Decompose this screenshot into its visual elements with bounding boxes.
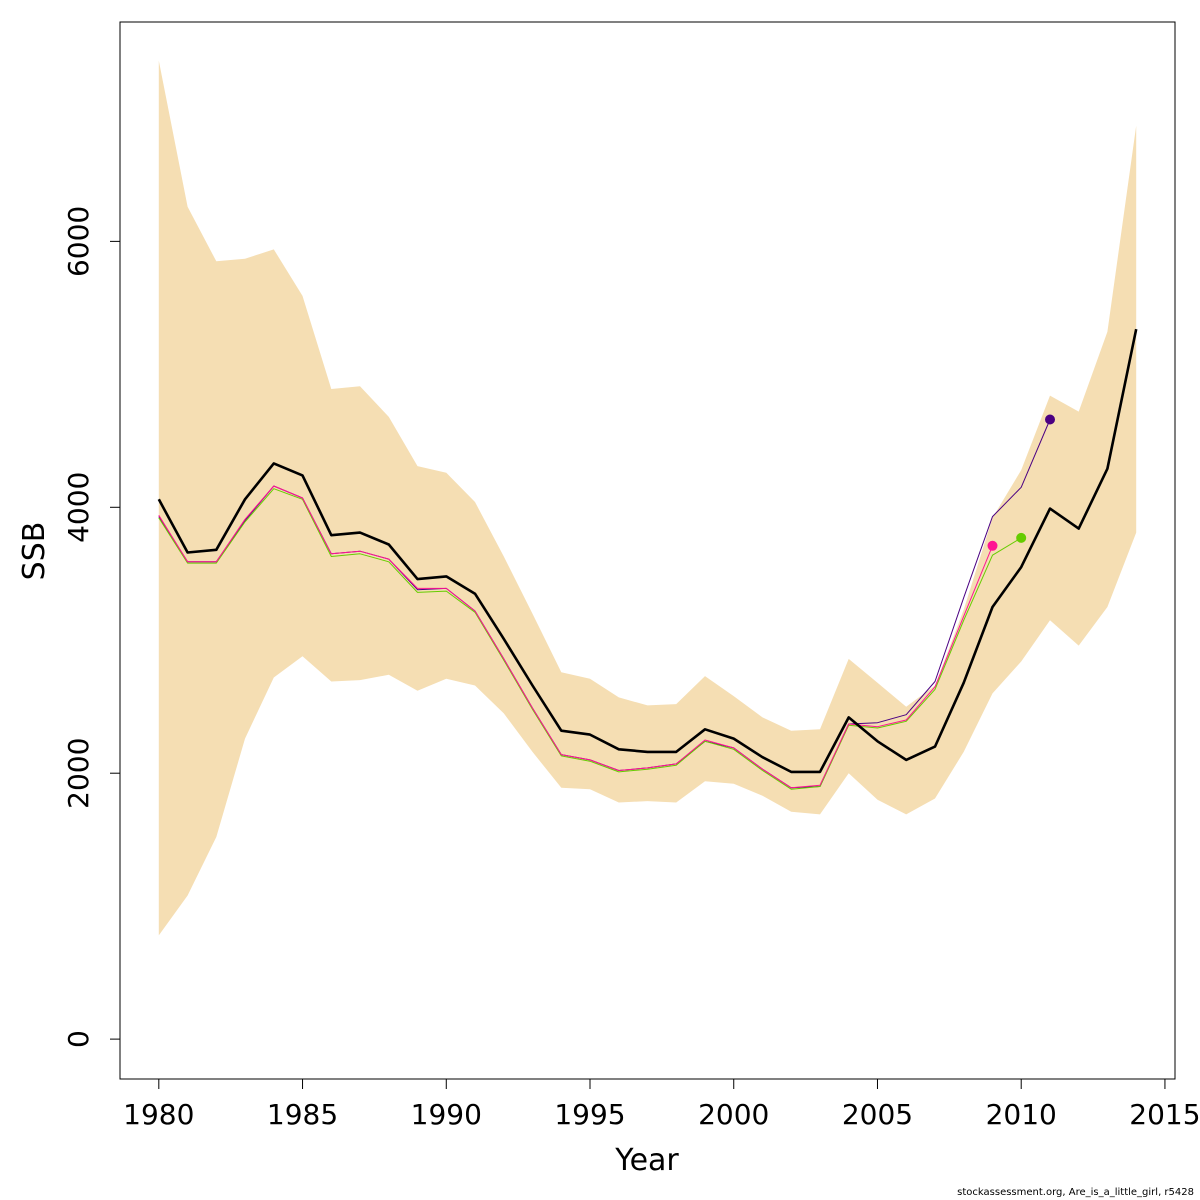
x-axis-title: Year: [614, 1143, 679, 1178]
end-point-layer: [987, 414, 1055, 551]
y-tick-label: 0: [62, 1030, 95, 1048]
y-axis: 0 2000 4000 6000: [62, 206, 121, 1048]
retro-series-line-3: [158, 485, 993, 789]
footer-credit: stockassessment.org, Are_is_a_little_gir…: [957, 1187, 1194, 1198]
x-tick-label: 1980: [123, 1098, 194, 1131]
x-tick-label: 2010: [986, 1098, 1057, 1131]
y-tick-label: 2000: [62, 738, 95, 809]
y-tick-label: 4000: [62, 472, 95, 543]
y-tick-label: 6000: [62, 206, 95, 277]
x-tick-label: 2015: [1129, 1098, 1200, 1131]
retro-end-point-1: [1045, 414, 1055, 425]
x-tick-label: 2000: [698, 1098, 769, 1131]
retro-end-point-2: [1016, 532, 1027, 543]
x-tick-label: 1995: [554, 1098, 625, 1131]
x-axis: 1980 1985 1990 1995 2000 2005 2010 2015: [123, 1078, 1200, 1131]
retro-end-point-3: [987, 540, 998, 551]
x-tick-label: 1990: [411, 1098, 482, 1131]
x-tick-label: 2005: [842, 1098, 913, 1131]
retro-series-line-2: [158, 488, 1022, 790]
confidence-band-layer: [158, 60, 1137, 936]
main-series-line: [157, 328, 1138, 774]
y-axis-title: SSB: [17, 522, 52, 581]
x-tick-label: 1985: [267, 1098, 338, 1131]
confidence-band: [158, 60, 1137, 936]
series-layer: [157, 328, 1138, 790]
